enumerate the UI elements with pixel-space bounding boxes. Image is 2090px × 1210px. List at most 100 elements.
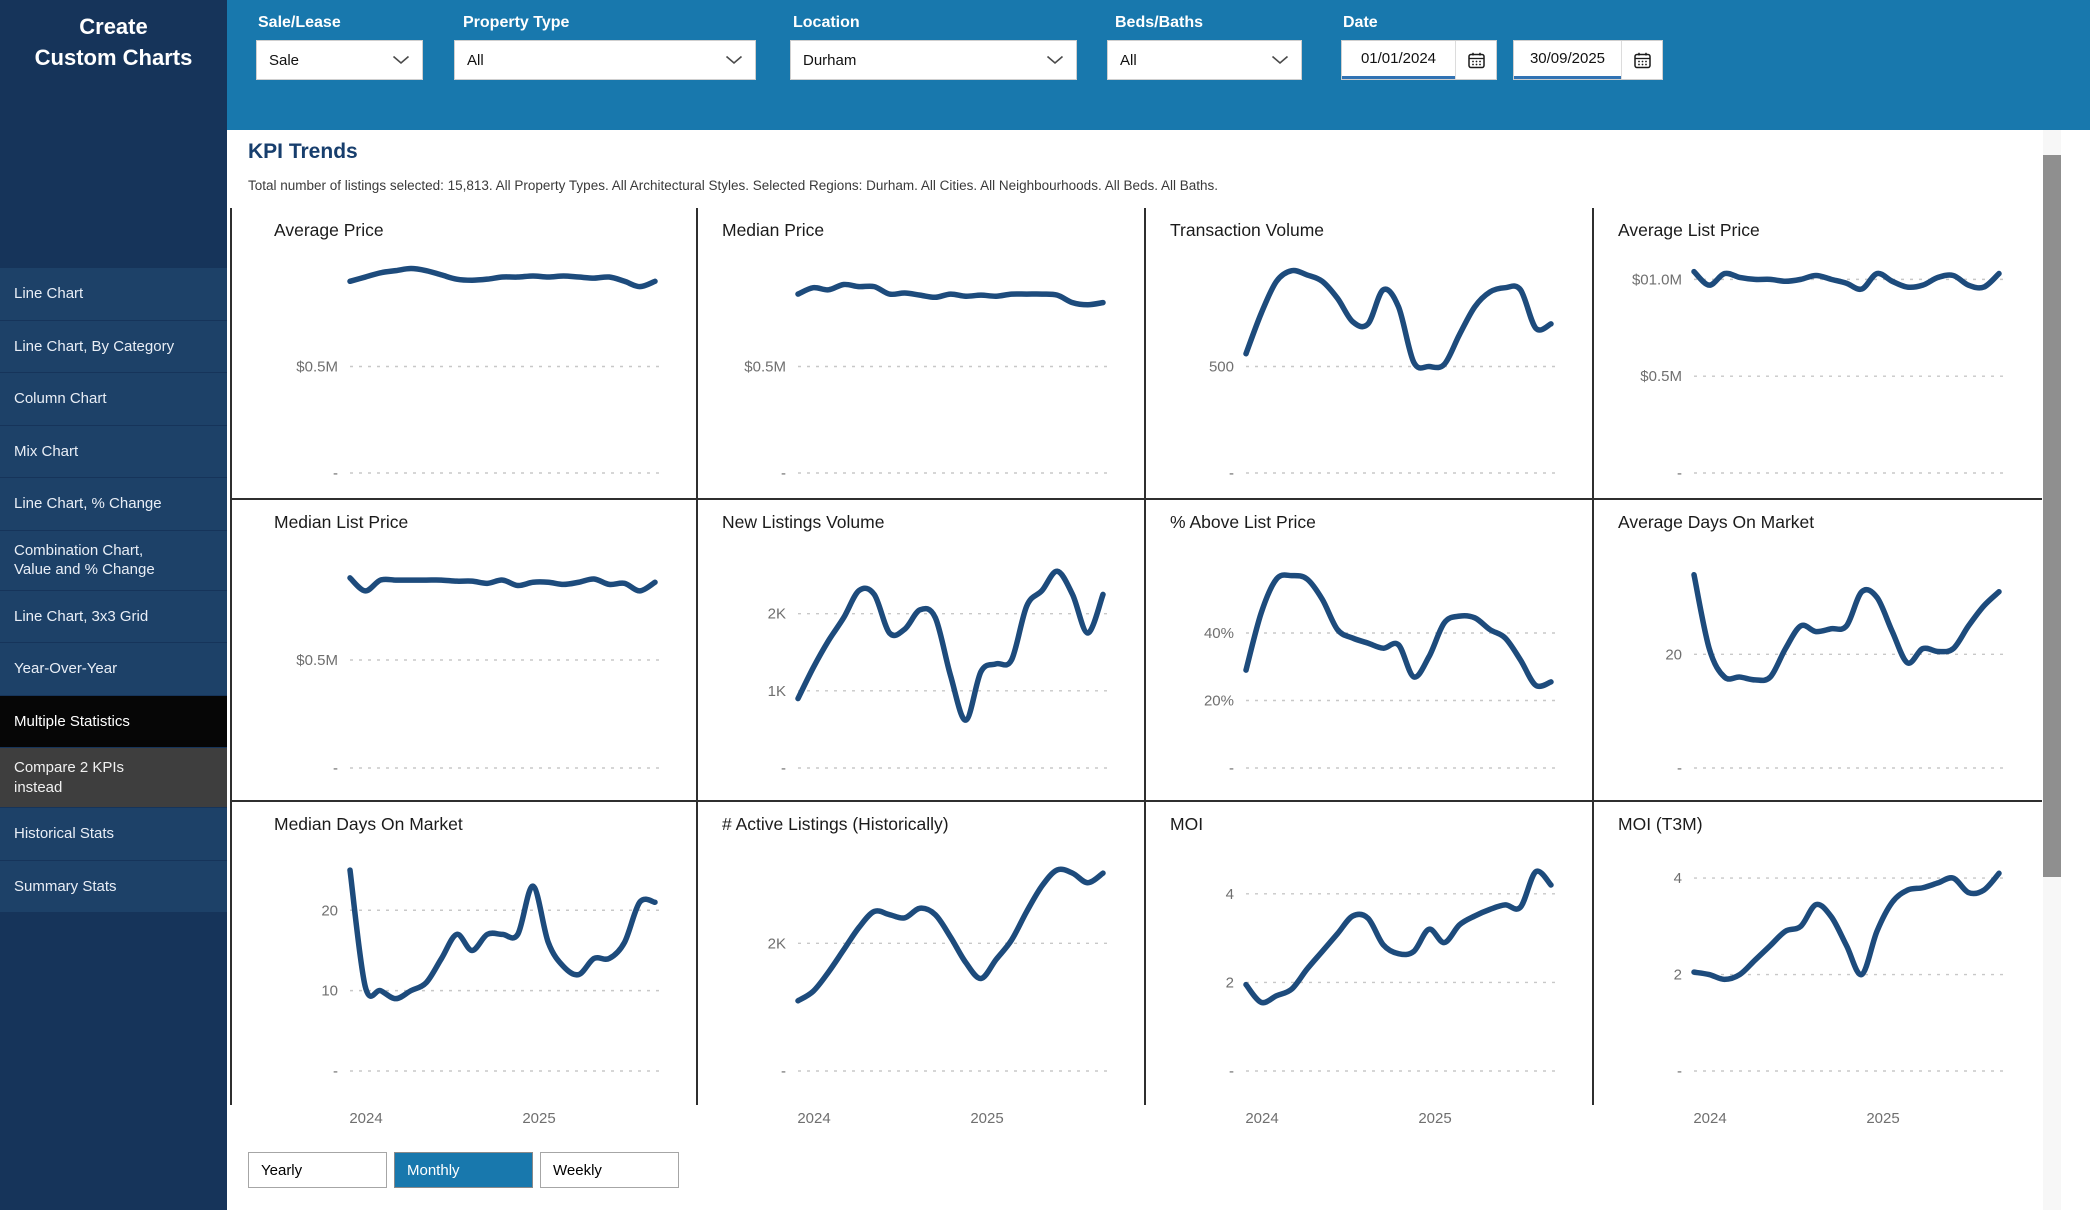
chevron-down-icon xyxy=(1271,55,1289,65)
chart-title: Median Price xyxy=(722,220,825,240)
y-tick-label: - xyxy=(1229,1063,1234,1080)
kpi-chart-moi-t3m: MOI (T3M) 4 2 - xyxy=(1594,802,2042,1105)
y-tick-label: 4 xyxy=(1674,870,1682,887)
kpi-chart-new-listings-volume: New Listings Volume 2K 1K - xyxy=(698,500,1146,802)
y-tick-label: - xyxy=(333,1063,338,1080)
sidebar-item-multiple-statistics[interactable]: Multiple Statistics xyxy=(0,695,227,747)
location-select[interactable]: Durham xyxy=(790,40,1077,80)
filter-label-date: Date xyxy=(1343,14,1378,31)
y-tick-label: 4 xyxy=(1226,886,1234,903)
chart-canvas: 40% 20% - xyxy=(1204,572,1559,777)
y-tick-label: $0.5M xyxy=(296,652,338,669)
frequency-toggle: Yearly Monthly Weekly xyxy=(248,1152,679,1188)
date-to-value[interactable]: 30/09/2025 xyxy=(1514,41,1621,79)
kpi-chart-median-price: Median Price $0.5M - xyxy=(698,208,1146,500)
chart-title: MOI (T3M) xyxy=(1618,814,1703,834)
filter-label-location: Location xyxy=(793,14,860,31)
calendar-icon[interactable] xyxy=(1621,41,1662,79)
sidebar-item-summary-stats[interactable]: Summary Stats xyxy=(0,860,227,912)
filter-label-property-type: Property Type xyxy=(463,14,570,31)
sidebar-item-line-chart[interactable]: Line Chart xyxy=(0,268,227,320)
y-tick-label: - xyxy=(781,1063,786,1080)
chart-title: Average Days On Market xyxy=(1618,512,1815,532)
x-axis-labels: 2024 2025 2024 2025 2024 2025 2024 2025 xyxy=(230,1110,2040,1130)
x-axis-year-label: 2024 xyxy=(349,1110,383,1127)
trend-line xyxy=(347,867,658,1002)
trend-line xyxy=(795,281,1106,308)
kpi-chart-average-days-on-market: Average Days On Market 20 - xyxy=(1594,500,2042,802)
sidebar: Create Custom Charts Line Chart Line Char… xyxy=(0,0,227,1210)
x-axis-year-label: 2025 xyxy=(1866,1110,1900,1127)
chart-canvas: 4 2 - xyxy=(1674,870,2007,1080)
filter-label-beds-baths: Beds/Baths xyxy=(1115,14,1204,31)
chart-canvas: $0.5M - xyxy=(296,575,663,777)
chart-canvas: $0.5M - xyxy=(296,265,663,482)
y-tick-label: 2 xyxy=(1226,974,1234,991)
chart-canvas: 20 - xyxy=(1665,571,2007,777)
chart-title: MOI xyxy=(1170,814,1204,834)
calendar-icon[interactable] xyxy=(1455,41,1496,79)
frequency-monthly-button[interactable]: Monthly xyxy=(394,1152,533,1188)
sidebar-item-historical-stats[interactable]: Historical Stats xyxy=(0,808,227,860)
scrollbar-track[interactable] xyxy=(2043,130,2061,1210)
chevron-down-icon xyxy=(1046,55,1064,65)
y-tick-label: $0.5M xyxy=(744,359,786,376)
x-axis-year-label: 2024 xyxy=(1245,1110,1279,1127)
frequency-yearly-button[interactable]: Yearly xyxy=(248,1152,387,1188)
trend-line xyxy=(1691,268,2002,293)
trend-line xyxy=(347,265,658,290)
sidebar-item-line-chart-3x3-grid[interactable]: Line Chart, 3x3 Grid xyxy=(0,590,227,642)
y-tick-label: - xyxy=(333,760,338,777)
trend-line xyxy=(1691,870,2002,983)
property-type-value: All xyxy=(467,51,484,69)
y-tick-label: 2 xyxy=(1674,967,1682,984)
chevron-down-icon xyxy=(725,55,743,65)
date-to-input[interactable]: 30/09/2025 xyxy=(1513,40,1663,80)
sale-lease-select[interactable]: Sale xyxy=(256,40,423,80)
chart-canvas: $0.5M - xyxy=(744,281,1111,482)
x-axis-year-label: 2025 xyxy=(970,1110,1004,1127)
sidebar-item-line-chart-by-category[interactable]: Line Chart, By Category xyxy=(0,320,227,372)
frequency-weekly-button[interactable]: Weekly xyxy=(540,1152,679,1188)
chart-title: Average List Price xyxy=(1618,220,1760,240)
y-tick-label: 20 xyxy=(321,902,338,919)
sidebar-item-mix-chart[interactable]: Mix Chart xyxy=(0,425,227,477)
chart-title: Median Days On Market xyxy=(274,814,463,834)
chart-title: % Above List Price xyxy=(1170,512,1316,532)
sidebar-item-compare-2-kpis-instead[interactable]: Compare 2 KPIs instead xyxy=(0,748,227,807)
kpi-chart-above-list-price: % Above List Price 40% 20% - xyxy=(1146,500,1594,802)
trend-line xyxy=(795,866,1106,1004)
main-content: KPI Trends Total number of listings sele… xyxy=(227,130,2090,1210)
y-tick-label: 1K xyxy=(768,683,786,700)
kpi-chart-median-list-price: Median List Price $0.5M - xyxy=(232,500,698,802)
beds-baths-value: All xyxy=(1120,51,1137,69)
scrollbar-thumb[interactable] xyxy=(2043,155,2061,877)
y-tick-label: 20 xyxy=(1665,646,1682,663)
trend-line xyxy=(347,575,658,594)
sidebar-item-column-chart[interactable]: Column Chart xyxy=(0,373,227,425)
date-from-value[interactable]: 01/01/2024 xyxy=(1342,41,1455,79)
trend-line xyxy=(795,568,1106,723)
chart-canvas: $01.0M $0.5M - xyxy=(1632,268,2007,482)
date-from-input[interactable]: 01/01/2024 xyxy=(1341,40,1497,80)
y-tick-label: $0.5M xyxy=(296,359,338,376)
y-tick-label: $01.0M xyxy=(1632,271,1682,288)
sidebar-item-combination-chart-value-and-change[interactable]: Combination Chart, Value and % Change xyxy=(0,530,227,590)
kpi-chart-median-days-on-market: Median Days On Market 20 10 - xyxy=(232,802,698,1105)
y-tick-label: 2K xyxy=(768,935,786,952)
x-axis-year-label: 2024 xyxy=(1693,1110,1727,1127)
kpi-chart-moi: MOI 4 2 - xyxy=(1146,802,1594,1105)
sidebar-item-year-over-year[interactable]: Year-Over-Year xyxy=(0,643,227,695)
y-tick-label: $0.5M xyxy=(1640,368,1682,385)
y-tick-label: 500 xyxy=(1209,359,1234,376)
property-type-select[interactable]: All xyxy=(454,40,756,80)
y-tick-label: - xyxy=(1677,760,1682,777)
beds-baths-select[interactable]: All xyxy=(1107,40,1302,80)
sidebar-item-line-chart-change[interactable]: Line Chart, % Change xyxy=(0,478,227,530)
chart-canvas: 4 2 - xyxy=(1226,868,1559,1080)
y-tick-label: 20% xyxy=(1204,693,1234,710)
sidebar-menu: Line Chart Line Chart, By Category Column … xyxy=(0,268,227,913)
chart-title: Average Price xyxy=(274,220,384,240)
y-tick-label: 40% xyxy=(1204,625,1234,642)
trend-line xyxy=(1243,868,1554,1006)
